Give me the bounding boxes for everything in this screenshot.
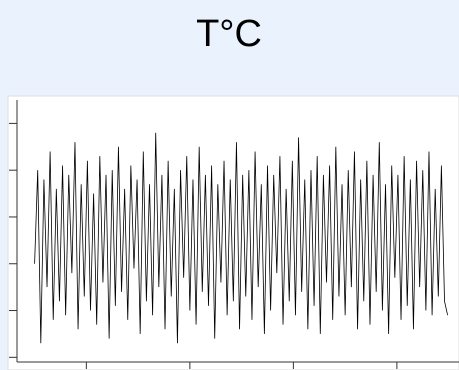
chart-title: T°C bbox=[196, 13, 262, 55]
data-line bbox=[34, 132, 449, 344]
plot-area bbox=[7, 95, 459, 370]
